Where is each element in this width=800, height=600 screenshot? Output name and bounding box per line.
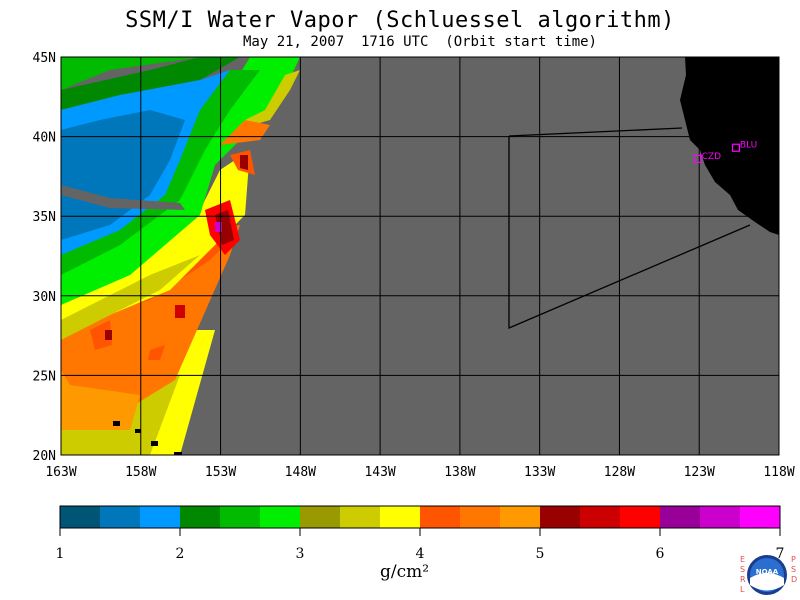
longitude-label: 163W <box>45 465 76 480</box>
longitude-label: 138W <box>444 465 475 480</box>
colorbar-swatch <box>660 506 701 528</box>
data-swath <box>61 57 300 455</box>
colorbar-swatch <box>500 506 541 528</box>
longitude-label: 153W <box>205 465 236 480</box>
colorbar <box>59 505 781 529</box>
station-label: CZD <box>702 152 721 162</box>
colorbar-swatch <box>180 506 221 528</box>
latitude-label: 25N <box>33 369 56 384</box>
colorbar-tick-label: 7 <box>776 546 785 562</box>
california-land <box>680 57 779 235</box>
longitude-label: 143W <box>364 465 395 480</box>
island <box>135 429 141 433</box>
island <box>151 441 158 446</box>
station-marker <box>693 154 702 163</box>
colorbar-swatch <box>700 506 741 528</box>
colorbar-swatch <box>740 506 781 528</box>
latitude-label: 35N <box>33 210 56 225</box>
map-title: SSM/I Water Vapor (Schluessel algorithm) <box>125 8 675 33</box>
colorbar-swatch <box>140 506 181 528</box>
longitude-label: 133W <box>524 465 555 480</box>
longitude-label: 148W <box>285 465 316 480</box>
latitude-label: 45N <box>33 51 56 66</box>
colorbar-swatch <box>620 506 661 528</box>
map-frame <box>60 56 780 456</box>
island <box>174 452 182 455</box>
map-area: CZD BLU <box>61 57 779 455</box>
svg-text:NOAA: NOAA <box>756 568 779 576</box>
longitude-label: 128W <box>604 465 635 480</box>
colorbar-swatch <box>540 506 581 528</box>
latitude-labels: 45N 40N 35N 30N 25N 20N <box>33 51 56 464</box>
map-subtitle: May 21, 2007 1716 UTC (Orbit start time) <box>242 34 597 50</box>
station-label: BLU <box>740 141 757 151</box>
colorbar-tick-label: 4 <box>416 546 425 562</box>
stations: CZD BLU <box>693 141 757 163</box>
colorbar-swatch <box>100 506 141 528</box>
colorbar-swatch <box>380 506 421 528</box>
colorbar-ticks: 1 2 3 4 5 6 7 <box>56 528 785 562</box>
colorbar-swatch <box>340 506 381 528</box>
station-marker <box>731 143 741 152</box>
latitude-label: 30N <box>33 290 56 305</box>
colorbar-units: g/cm² <box>380 562 430 582</box>
island <box>113 421 120 426</box>
flight-track <box>508 136 751 329</box>
colorbar-tick-label: 5 <box>536 546 545 562</box>
colorbar-swatch <box>60 506 101 528</box>
longitude-label: 123W <box>684 465 715 480</box>
colorbar-swatch <box>260 506 301 528</box>
flight-track <box>508 127 683 137</box>
longitude-label: 158W <box>125 465 156 480</box>
colorbar-tick-label: 6 <box>656 546 665 562</box>
latitude-label: 40N <box>33 131 56 146</box>
colorbar-swatch <box>420 506 461 528</box>
colorbar-swatch <box>220 506 261 528</box>
longitude-labels: 163W 158W 153W 148W 143W 138W 133W 128W 123W 118W <box>45 465 794 480</box>
colorbar-swatch <box>460 506 501 528</box>
colorbar-tick-label: 2 <box>176 546 185 562</box>
colorbar-swatch <box>300 506 341 528</box>
longitude-label: 118W <box>763 465 794 480</box>
gridlines <box>61 57 779 455</box>
colorbar-swatch <box>580 506 621 528</box>
colorbar-tick-label: 1 <box>56 546 65 562</box>
colorbar-tick-label: 3 <box>296 546 305 562</box>
latitude-label: 20N <box>33 449 56 464</box>
